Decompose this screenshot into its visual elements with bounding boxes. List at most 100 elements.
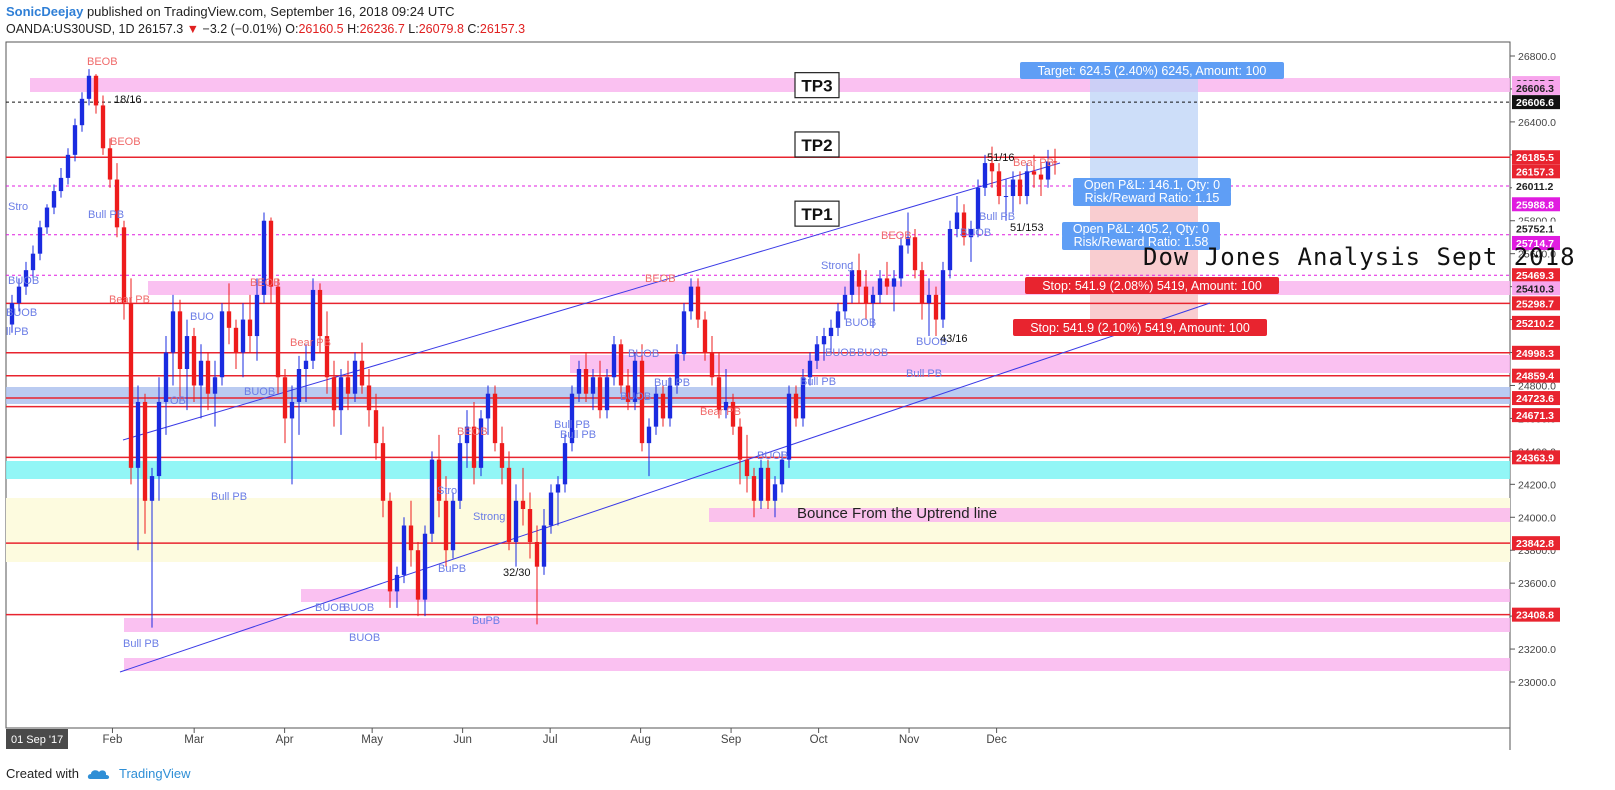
tp-label: TP2: [801, 136, 832, 155]
tradingview-link[interactable]: TradingView: [118, 766, 191, 781]
tp-label: TP3: [801, 77, 832, 96]
candle-body: [793, 393, 799, 419]
candle-body: [107, 148, 113, 180]
price-marker-bg: [1512, 164, 1560, 179]
annotation: BUOB: [825, 347, 856, 359]
close-value: 26157.3: [479, 22, 526, 36]
candle-body: [849, 270, 855, 295]
open-label: O:: [285, 22, 299, 36]
candle-body: [380, 443, 386, 501]
candle-body: [415, 550, 421, 600]
low-value: 26079.8: [418, 22, 464, 36]
price-marker-label: 25210.2: [1516, 318, 1554, 330]
candle-body: [527, 509, 533, 542]
price-tick-label: 26400.0: [1518, 117, 1556, 129]
candle-body: [695, 286, 701, 320]
price-marker-bg: [1512, 345, 1560, 360]
annotation: BUOB: [960, 227, 991, 239]
candle-body: [219, 311, 225, 378]
date-tick-label: Mar: [184, 734, 204, 746]
price-marker-bg: [1512, 450, 1560, 465]
zone-pink-23110: [124, 658, 1510, 671]
annotation: Bull PB: [560, 429, 596, 441]
candle-body: [282, 377, 288, 419]
candle-body: [842, 294, 848, 312]
candle-body: [632, 360, 638, 402]
candle-body: [345, 377, 351, 394]
price-marker-label: 25752.1: [1516, 224, 1554, 236]
price-marker-bg: [1512, 368, 1560, 383]
annotation: BEOB: [881, 230, 912, 242]
author-name[interactable]: SonicDeejay: [6, 4, 84, 19]
position-box-text: Open P&L: 405.2, Qty: 0: [1073, 222, 1209, 236]
candle-body: [37, 227, 43, 254]
candle-body: [156, 401, 162, 477]
uptrend-line-lower: [119, 302, 1211, 673]
candle-body: [58, 177, 64, 192]
zone-blue: [6, 387, 1510, 404]
stop-zone: [1090, 189, 1198, 319]
candle-body: [275, 286, 281, 378]
candle-body: [590, 377, 596, 394]
candle-body: [870, 294, 876, 304]
candle-body: [86, 75, 92, 99]
annotation: Bear PB: [700, 406, 741, 418]
zone-pink-24900: [570, 355, 1510, 373]
time-axis[interactable]: [6, 729, 1510, 749]
symbol-label: OANDA:US30USD, 1D: [6, 22, 135, 36]
candle-body: [709, 352, 715, 378]
candle-body: [898, 245, 904, 279]
zone-yellow: [6, 498, 1510, 562]
candle-body: [681, 311, 687, 355]
candle-body: [485, 393, 491, 419]
candle-body: [765, 467, 771, 501]
price-marker-label: 24859.4: [1516, 371, 1554, 383]
candle-body: [170, 311, 176, 353]
annotation: BUOB: [620, 391, 651, 403]
price-marker-label: 25714.7: [1516, 238, 1554, 250]
annotation: ll PB: [6, 326, 29, 338]
candle-body: [100, 105, 106, 149]
price-marker-bg: [1512, 296, 1560, 311]
candle-body: [247, 319, 253, 337]
candle-body: [1031, 171, 1037, 175]
position-box-bg: [1020, 62, 1284, 79]
date-tick-label: Jul: [543, 734, 558, 746]
candle-body: [835, 311, 841, 328]
candle-body: [331, 377, 337, 411]
annotation: BEOB: [87, 56, 118, 68]
down-arrow-icon: ▼: [186, 22, 200, 36]
candle-body: [373, 410, 379, 444]
price-marker-label: 26606.3: [1516, 83, 1554, 95]
price-marker-bg: [1512, 221, 1560, 236]
price-marker-bg: [1512, 281, 1560, 296]
candle-body: [555, 484, 561, 493]
candle-body: [44, 207, 50, 228]
candle-body: [317, 289, 323, 337]
candle-body: [1024, 171, 1030, 197]
annotation: BEOB: [645, 273, 676, 285]
annotation: BEOB: [250, 277, 281, 289]
zone-cyan: [6, 461, 1510, 479]
annotation: Bull PB: [979, 211, 1015, 223]
candle-body: [387, 500, 393, 592]
candle-body: [142, 401, 148, 501]
candle-body: [534, 541, 540, 567]
candle-body: [520, 500, 526, 510]
annotation: BUOB: [628, 348, 659, 360]
annotation: Bear PB: [290, 337, 331, 349]
date-tick-label: Oct: [810, 734, 829, 746]
candle-body: [268, 220, 274, 287]
candle-body: [254, 294, 260, 337]
price-marker-label: 24363.9: [1516, 452, 1554, 464]
price-marker-bg: [1512, 80, 1560, 95]
date-tick-label: Dec: [986, 734, 1007, 746]
candle-body: [828, 327, 834, 337]
zone-tp3: [30, 78, 1510, 92]
candle-body: [996, 171, 1002, 197]
annotation: Bear PB: [1013, 157, 1054, 169]
candle-body: [240, 319, 246, 353]
annotation: Bull PB: [800, 376, 836, 388]
date-tick-label: Nov: [899, 734, 920, 746]
